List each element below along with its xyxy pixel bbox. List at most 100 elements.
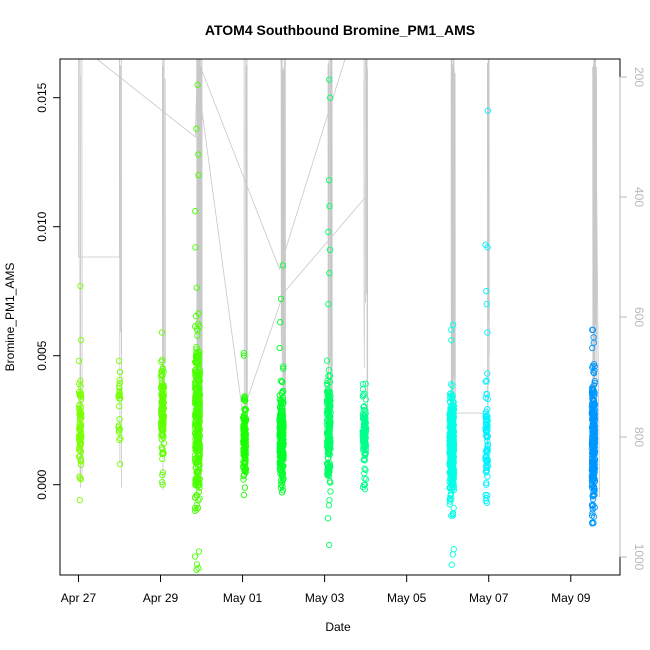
data-point: [591, 467, 598, 474]
data-point: [77, 441, 84, 448]
data-point: [326, 541, 333, 549]
data-point: [589, 509, 596, 517]
data-point: [279, 388, 287, 395]
data-point: [116, 383, 123, 390]
data-point: [325, 366, 332, 374]
data-point: [326, 76, 333, 83]
data-point: [194, 504, 202, 512]
data-point: [360, 421, 368, 428]
data-point: [195, 565, 202, 572]
data-point: [77, 461, 85, 468]
data-point: [449, 434, 456, 441]
series-may-02: [276, 262, 287, 496]
data-point: [450, 465, 457, 473]
data-point: [195, 451, 203, 458]
x-tick-label: May 03: [305, 591, 345, 605]
data-point: [324, 455, 332, 462]
data-point: [240, 413, 247, 421]
data-point: [325, 427, 332, 434]
data-point: [483, 300, 490, 308]
data-point: [589, 439, 597, 447]
data-point: [324, 515, 332, 522]
data-point: [195, 310, 202, 317]
data-point: [360, 456, 367, 464]
data-point: [194, 81, 201, 88]
data-point: [450, 441, 457, 448]
data-point: [361, 452, 369, 459]
x-tick-label: May 07: [469, 591, 509, 605]
data-point: [324, 428, 331, 435]
data-point: [241, 406, 248, 413]
data-point: [195, 151, 202, 158]
data-point: [324, 390, 331, 397]
data-point: [362, 476, 370, 483]
data-point: [117, 435, 124, 442]
data-point: [277, 399, 285, 406]
data-point: [159, 356, 166, 364]
data-point: [484, 473, 491, 480]
data-point: [116, 389, 123, 396]
data-point: [589, 385, 596, 393]
data-point: [450, 458, 457, 465]
data-point: [279, 471, 286, 478]
data-point: [482, 394, 490, 401]
data-point: [116, 426, 124, 433]
data-point: [483, 288, 490, 295]
data-point: [192, 409, 199, 417]
data-point: [192, 477, 199, 484]
data-point: [326, 422, 333, 430]
data-point: [276, 432, 284, 439]
data-point: [449, 478, 456, 485]
data-point: [77, 282, 84, 290]
secondary-tick-label: 1000: [632, 544, 646, 571]
data-point: [77, 448, 85, 455]
data-point: [241, 450, 249, 457]
data-point: [241, 453, 249, 460]
data-point: [160, 420, 167, 427]
data-point: [361, 465, 368, 472]
data-point: [483, 481, 490, 488]
data-point: [193, 506, 200, 513]
data-point: [241, 393, 248, 400]
data-point: [191, 553, 199, 560]
altitude-profile-lines: [79, 59, 598, 491]
data-point: [196, 390, 203, 398]
data-point: [589, 344, 596, 352]
data-point: [193, 350, 200, 357]
series-apr-30: [191, 81, 204, 573]
data-point: [192, 421, 199, 428]
data-point: [195, 438, 203, 445]
altitude-transit-segment: [96, 59, 198, 138]
data-point: [326, 246, 334, 254]
data-point: [448, 512, 455, 519]
data-point: [78, 432, 85, 439]
data-point: [76, 407, 84, 414]
data-point: [449, 459, 456, 466]
data-point: [483, 377, 490, 384]
chart-title: ATOM4 Southbound Bromine_PM1_AMS: [205, 22, 475, 38]
data-point: [324, 445, 332, 453]
data-point: [77, 392, 84, 400]
data-point: [280, 363, 287, 370]
data-point: [483, 419, 490, 426]
series-may-09: [588, 326, 599, 527]
data-point: [157, 420, 165, 427]
data-point: [325, 300, 332, 308]
data-point: [191, 323, 199, 330]
data-point: [590, 398, 598, 405]
data-point: [279, 262, 286, 269]
data-point: [279, 462, 286, 469]
data-point: [75, 388, 83, 396]
data-point: [76, 444, 83, 451]
secondary-tick-label: 600: [632, 307, 646, 327]
data-point: [240, 349, 247, 357]
data-point: [277, 448, 284, 456]
data-point: [78, 414, 85, 421]
data-point: [447, 399, 454, 406]
data-point: [276, 344, 283, 352]
data-point: [590, 468, 597, 476]
data-point: [450, 504, 457, 512]
data-point: [483, 494, 490, 502]
data-point: [115, 357, 123, 365]
data-point: [591, 449, 598, 456]
